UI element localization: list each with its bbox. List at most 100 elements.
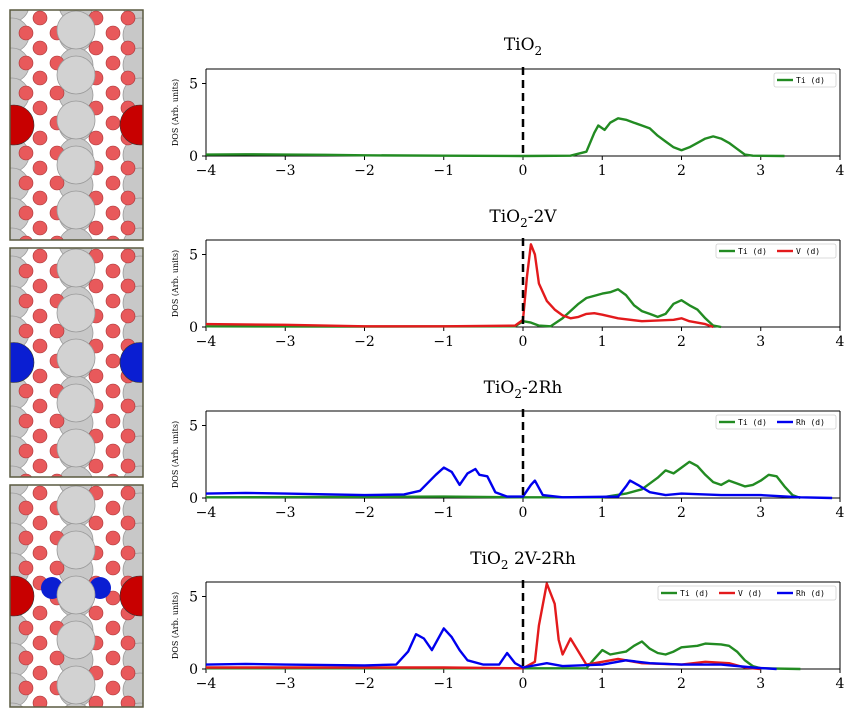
oxygen-atom [18, 413, 34, 429]
oxygen-atom [18, 650, 34, 666]
legend-label: Ti (d) [738, 247, 767, 256]
oxygen-atom [105, 353, 121, 369]
oxygen-atom [32, 368, 48, 384]
x-tick-label: 1 [598, 334, 607, 350]
ti-atom [56, 100, 96, 140]
oxygen-atom [120, 160, 136, 176]
oxygen-atom [32, 635, 48, 651]
oxygen-atom [88, 220, 104, 236]
oxygen-atom [18, 560, 34, 576]
x-tick-label: 4 [836, 163, 845, 179]
oxygen-atom [120, 515, 136, 531]
blue-atom [10, 342, 35, 383]
oxygen-atom [50, 235, 64, 240]
oxygen-atom [18, 25, 34, 41]
oxygen-atom [18, 205, 34, 221]
legend-label: Ti (d) [680, 589, 709, 598]
x-tick-label: −3 [275, 334, 296, 350]
ti-atom [56, 428, 96, 468]
oxygen-atom [32, 605, 48, 621]
panel-title: TiO2-2Rh [484, 378, 563, 401]
oxygen-atom [120, 248, 136, 264]
series-line-v-d [205, 243, 714, 329]
x-tick-label: −4 [196, 163, 217, 179]
oxygen-atom [32, 160, 48, 176]
panel-title: TiO2 [504, 35, 542, 58]
x-tick-label: 4 [836, 334, 845, 350]
oxygen-atom [32, 220, 48, 236]
x-tick-label: 2 [677, 163, 686, 179]
oxygen-atom [120, 428, 136, 444]
oxygen-atom [32, 695, 48, 707]
ti-atom [123, 227, 143, 240]
y-tick-label: 5 [189, 419, 198, 435]
x-tick-label: −2 [354, 163, 375, 179]
panel-title: TiO2 2V-2Rh [470, 549, 576, 572]
x-tick-label: −1 [433, 676, 454, 692]
structure-image-3 [9, 484, 144, 708]
oxygen-atom [105, 115, 121, 131]
oxygen-atom [32, 100, 48, 116]
ti-atom [56, 55, 96, 95]
oxygen-atom [88, 458, 104, 474]
y-tick-label: 0 [189, 320, 198, 336]
x-tick-label: 4 [836, 505, 845, 521]
ti-atom [56, 620, 96, 660]
legend-label: Rh (d) [796, 589, 825, 598]
oxygen-atom [32, 308, 48, 324]
oxygen-atom [32, 190, 48, 206]
dos-panel-4: TiO2 2V-2Rh −4 −3 −2 −1 0 1 2 3 4 0 5 DOS (Arb. unit… [171, 549, 845, 692]
legend: Ti (d) [773, 72, 837, 88]
oxygen-atom [120, 278, 136, 294]
x-tick-label: 1 [598, 505, 607, 521]
x-tick-label: −4 [196, 505, 217, 521]
oxygen-atom [32, 665, 48, 681]
oxygen-atom [32, 70, 48, 86]
oxygen-atom [18, 175, 34, 191]
dos-panels: TiO2 −4 −3 −2 −1 0 1 2 3 4 0 5 DOS (Arb. units) Ti (d… [171, 35, 845, 692]
ti-atom [123, 465, 143, 477]
oxygen-atom [105, 205, 121, 221]
y-tick-label: 0 [189, 491, 198, 507]
series-line-ti-d [205, 117, 785, 158]
y-tick-label: 0 [189, 149, 198, 165]
oxygen-atom [49, 650, 65, 666]
series-line-rh-d [205, 627, 777, 671]
oxygen-atom [120, 40, 136, 56]
oxygen-atom [88, 40, 104, 56]
oxygen-atom [105, 145, 121, 161]
red-atom [119, 104, 143, 146]
y-axis-label: DOS (Arb. units) [171, 592, 180, 659]
oxygen-atom [18, 145, 34, 161]
oxygen-atom [18, 263, 34, 279]
oxygen-atom [105, 293, 121, 309]
oxygen-atom [18, 323, 34, 339]
oxygen-atom [49, 85, 65, 101]
x-tick-label: −1 [433, 505, 454, 521]
x-tick-label: −1 [433, 163, 454, 179]
oxygen-atom [120, 545, 136, 561]
series-line-ti-d [205, 460, 801, 500]
x-tick-label: −3 [275, 676, 296, 692]
ti-atom [56, 145, 96, 185]
x-tick-label: 0 [519, 676, 528, 692]
oxygen-atom [32, 40, 48, 56]
oxygen-atom [120, 220, 136, 236]
series-line-ti-d [205, 288, 722, 329]
x-tick-label: 3 [756, 334, 765, 350]
oxygen-atom [32, 458, 48, 474]
oxygen-atom [120, 485, 136, 501]
oxygen-atom [105, 85, 121, 101]
oxygen-atom [105, 650, 121, 666]
oxygen-atom [32, 278, 48, 294]
oxygen-atom [88, 368, 104, 384]
y-tick-label: 5 [189, 590, 198, 606]
red-atom [10, 104, 35, 146]
oxygen-atom [18, 293, 34, 309]
oxygen-atom [18, 680, 34, 696]
oxygen-atom [105, 413, 121, 429]
oxygen-atom [105, 443, 121, 459]
oxygen-atom [18, 85, 34, 101]
ti-atom [56, 248, 96, 288]
red-and-blue-atom [10, 575, 35, 617]
